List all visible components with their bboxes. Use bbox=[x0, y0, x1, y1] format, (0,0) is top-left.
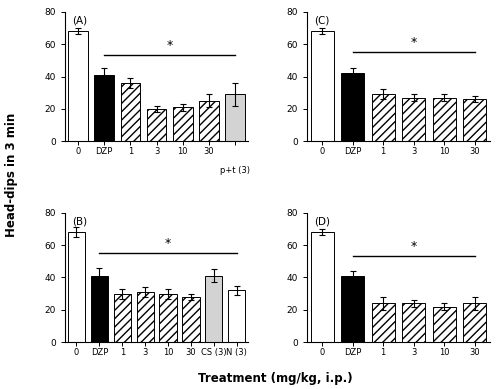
Text: p+t (3): p+t (3) bbox=[220, 166, 250, 175]
Text: Treatment (mg/kg, i.p.): Treatment (mg/kg, i.p.) bbox=[198, 372, 352, 385]
Bar bbox=[94, 75, 114, 141]
Text: (A): (A) bbox=[72, 16, 88, 26]
Text: (D): (D) bbox=[314, 217, 330, 226]
Bar bbox=[114, 294, 131, 342]
Bar bbox=[199, 101, 218, 141]
Bar bbox=[464, 303, 486, 342]
Bar bbox=[310, 31, 334, 141]
Text: *: * bbox=[410, 240, 417, 253]
Bar bbox=[402, 303, 425, 342]
Bar bbox=[147, 109, 167, 141]
Text: (B): (B) bbox=[72, 217, 88, 226]
Bar bbox=[228, 291, 246, 342]
Bar bbox=[341, 73, 364, 141]
Bar bbox=[310, 232, 334, 342]
Bar bbox=[206, 276, 222, 342]
Bar bbox=[464, 99, 486, 141]
Text: *: * bbox=[166, 39, 173, 52]
Text: Head-dips in 3 min: Head-dips in 3 min bbox=[5, 113, 18, 237]
Bar bbox=[173, 107, 193, 141]
Bar bbox=[68, 31, 88, 141]
Bar bbox=[372, 95, 394, 141]
Bar bbox=[402, 98, 425, 141]
Text: (C): (C) bbox=[314, 16, 330, 26]
Bar bbox=[372, 303, 394, 342]
Bar bbox=[226, 95, 245, 141]
Bar bbox=[341, 276, 364, 342]
Bar bbox=[136, 292, 154, 342]
Bar bbox=[160, 294, 176, 342]
Bar bbox=[91, 276, 108, 342]
Bar bbox=[120, 83, 140, 141]
Text: *: * bbox=[165, 237, 171, 250]
Text: *: * bbox=[410, 36, 417, 49]
Bar bbox=[68, 232, 85, 342]
Bar bbox=[433, 307, 456, 342]
Bar bbox=[182, 297, 200, 342]
Bar bbox=[433, 98, 456, 141]
